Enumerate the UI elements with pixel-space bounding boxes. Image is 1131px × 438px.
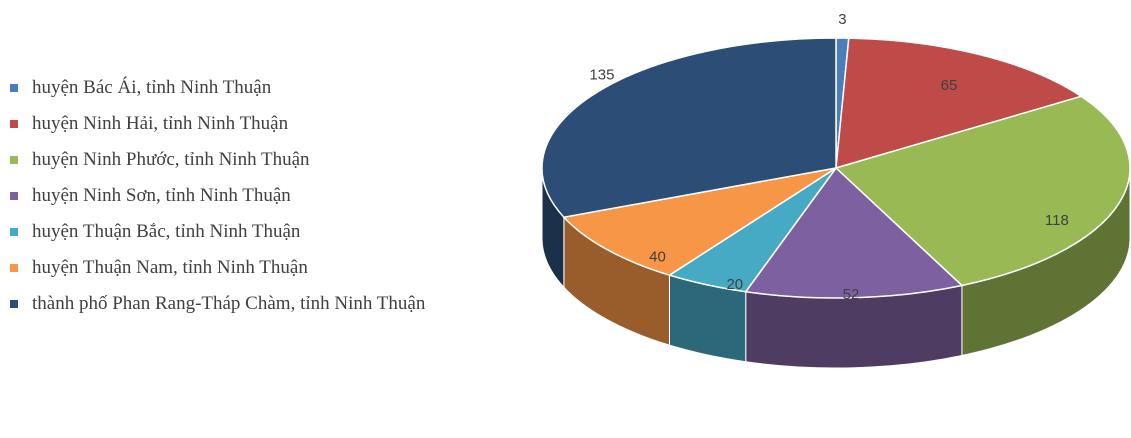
- legend-swatch: [10, 228, 18, 236]
- pie-slice: [541, 37, 837, 219]
- chart-legend: huyện Bác Ái, tỉnh Ninh Thuận huyện Ninh…: [10, 70, 530, 322]
- legend-swatch: [10, 192, 18, 200]
- legend-swatch: [10, 84, 18, 92]
- legend-item: huyện Thuận Bắc, tỉnh Ninh Thuận: [10, 214, 530, 250]
- pie-data-label: 135: [589, 67, 614, 84]
- legend-label: huyện Ninh Phước, tỉnh Ninh Thuận: [32, 149, 310, 170]
- legend-item: huyện Bác Ái, tỉnh Ninh Thuận: [10, 70, 530, 106]
- legend-swatch: [10, 120, 18, 128]
- legend-label: huyện Thuận Nam, tỉnh Ninh Thuận: [32, 257, 308, 278]
- legend-label: huyện Ninh Sơn, tỉnh Ninh Thuận: [32, 185, 291, 206]
- pie-tops: [541, 37, 1131, 299]
- pie-data-label: 20: [726, 276, 743, 293]
- pie-sides: [541, 167, 1131, 369]
- pie-data-label: 118: [1045, 212, 1069, 229]
- pie-data-label: 40: [649, 249, 666, 266]
- pie-slice: [744, 166, 964, 299]
- pie-slice: [562, 167, 837, 276]
- legend-item: huyện Ninh Sơn, tỉnh Ninh Thuận: [10, 178, 530, 214]
- pie-data-label: 65: [941, 77, 958, 94]
- legend-label: huyện Ninh Hải, tỉnh Ninh Thuận: [32, 113, 289, 134]
- legend-label: thành phố Phan Rang-Tháp Chàm, tỉnh Ninh…: [32, 293, 426, 314]
- legend-swatch: [10, 264, 18, 272]
- pie-slice: [835, 37, 1084, 170]
- pie-data-label: 3: [838, 11, 846, 28]
- pie-data-labels: 3 65 118 52 20 40 135: [589, 11, 1068, 303]
- legend-item: huyện Ninh Phước, tỉnh Ninh Thuận: [10, 142, 530, 178]
- legend-label: huyện Bác Ái, tỉnh Ninh Thuận: [32, 77, 272, 98]
- legend-label: huyện Thuận Bắc, tỉnh Ninh Thuận: [32, 221, 301, 242]
- legend-swatch: [10, 300, 18, 308]
- pie-slice: [834, 95, 1131, 287]
- legend-item: huyện Thuận Nam, tỉnh Ninh Thuận: [10, 250, 530, 286]
- legend-item: thành phố Phan Rang-Tháp Chàm, tỉnh Ninh…: [10, 286, 530, 322]
- pie-data-label: 52: [843, 286, 860, 303]
- legend-swatch: [10, 156, 18, 164]
- legend-item: huyện Ninh Hải, tỉnh Ninh Thuận: [10, 106, 530, 142]
